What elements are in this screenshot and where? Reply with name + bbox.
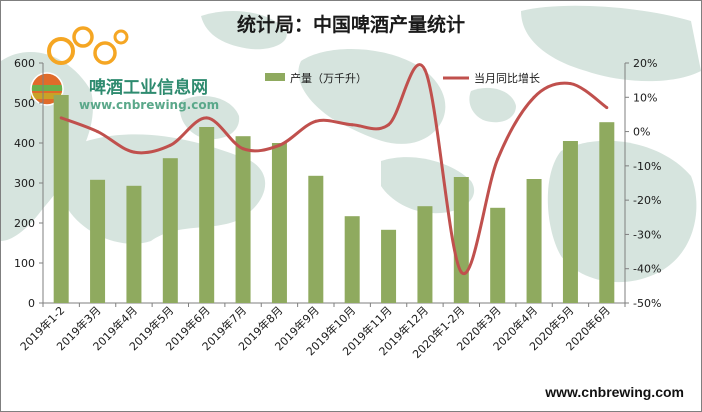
- bar: [526, 179, 542, 303]
- line-point: [168, 143, 172, 147]
- left-axis-ticks: 0 100 200 300 400 500 600: [14, 57, 43, 310]
- line-point: [132, 150, 136, 154]
- bar: [126, 185, 142, 303]
- right-tick-label: -10%: [633, 160, 661, 173]
- line-point: [96, 130, 100, 134]
- line-series: [59, 63, 609, 276]
- right-tick-label: -50%: [633, 297, 661, 310]
- bar: [90, 179, 106, 303]
- line-point: [241, 147, 245, 151]
- logo-ring-4: [113, 29, 129, 45]
- right-tick-label: -20%: [633, 194, 661, 207]
- bar: [53, 95, 69, 303]
- left-tick-label: 400: [14, 137, 35, 150]
- right-tick-label: 10%: [633, 91, 657, 104]
- line-point: [605, 106, 609, 110]
- growth-line: [60, 63, 608, 276]
- bar: [271, 143, 287, 303]
- left-tick-label: 0: [28, 297, 35, 310]
- legend-bar-label: 产量（万千升）: [290, 71, 367, 85]
- right-tick-label: 0%: [633, 126, 650, 139]
- left-tick-label: 200: [14, 217, 35, 230]
- logo-text: 啤酒工业信息网: [89, 77, 208, 98]
- chart-title: 统计局：中国啤酒产量统计: [237, 13, 465, 36]
- bar-series: [53, 95, 615, 303]
- legend-bar-swatch: [265, 73, 285, 81]
- line-point: [496, 157, 500, 161]
- line-point: [568, 82, 572, 86]
- line-point: [387, 123, 391, 127]
- left-tick-label: 500: [14, 97, 35, 110]
- bar: [562, 141, 578, 303]
- line-point: [459, 270, 463, 274]
- line-point: [314, 119, 318, 123]
- logo-ring-1: [47, 37, 75, 65]
- line-point: [59, 116, 63, 120]
- bar: [599, 122, 615, 303]
- logo-url: www.cnbrewing.com: [79, 98, 219, 112]
- right-tick-label: -40%: [633, 263, 661, 276]
- bar: [381, 229, 397, 303]
- logo-ring-2: [72, 26, 94, 48]
- line-point: [350, 123, 354, 127]
- legend-line-label: 当月同比增长: [474, 71, 540, 85]
- line-point: [277, 143, 281, 147]
- bar: [235, 136, 251, 303]
- bar: [308, 175, 324, 303]
- right-axis-ticks: -50% -40% -30% -20% -10% 0% 10% 20%: [625, 57, 661, 310]
- right-tick-label: -30%: [633, 228, 661, 241]
- line-point: [423, 68, 427, 72]
- legend: 产量（万千升） 当月同比增长: [265, 71, 540, 85]
- left-tick-label: 600: [14, 57, 35, 70]
- logo-ring-3: [93, 41, 117, 65]
- bar: [344, 216, 360, 303]
- bar: [162, 158, 178, 303]
- line-point: [532, 95, 536, 99]
- x-axis-ticks: 2019年1-22019年3月2019年4月2019年5月2019年6月2019…: [17, 303, 626, 361]
- bar: [199, 127, 215, 303]
- bar: [453, 177, 469, 303]
- line-point: [205, 116, 209, 120]
- footer-url: www.cnbrewing.com: [544, 384, 684, 400]
- bar: [417, 206, 433, 303]
- right-tick-label: 20%: [633, 57, 657, 70]
- bar: [490, 207, 506, 303]
- left-tick-label: 300: [14, 177, 35, 190]
- left-tick-label: 100: [14, 257, 35, 270]
